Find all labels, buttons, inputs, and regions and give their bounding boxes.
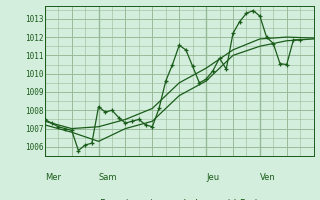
Text: Ven: Ven [260, 173, 276, 182]
Text: Pression niveau de la mer( hPa ): Pression niveau de la mer( hPa ) [100, 198, 258, 200]
Text: Mer: Mer [45, 173, 61, 182]
Text: Sam: Sam [99, 173, 117, 182]
Text: Jeu: Jeu [206, 173, 219, 182]
